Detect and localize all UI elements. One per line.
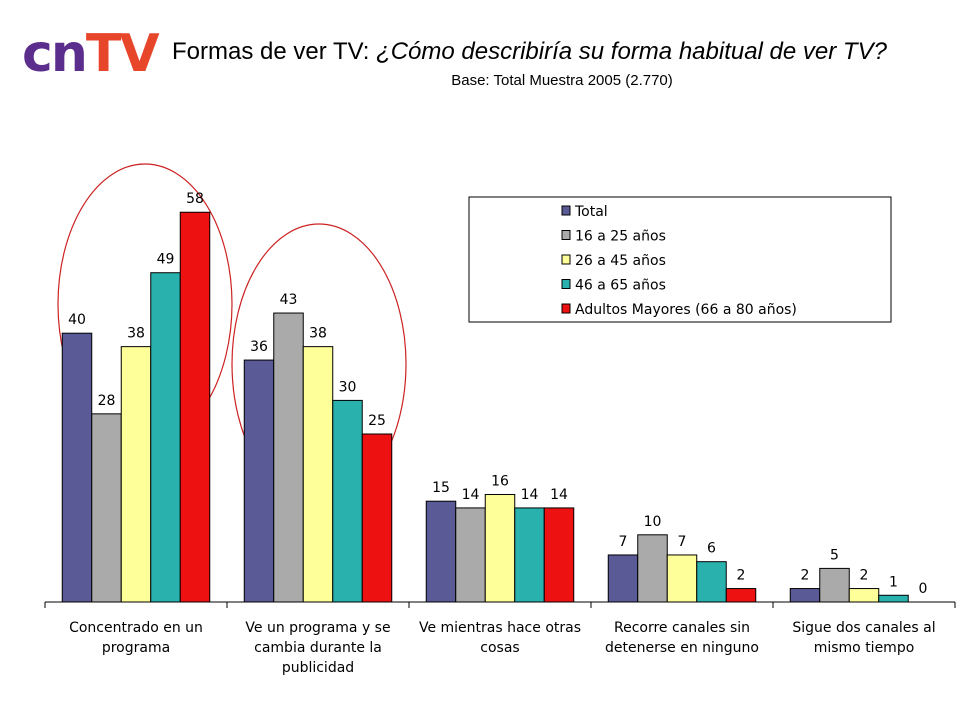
bar-26-a-45-a-os <box>484 493 516 603</box>
bar-16-a-25-a-os <box>819 567 850 603</box>
bar-adultos-mayores-66-a-80-a-os <box>179 211 211 603</box>
data-label: 43 <box>280 292 298 308</box>
data-label: 7 <box>619 534 628 550</box>
data-label: 14 <box>550 487 568 503</box>
bar-adultos-mayores-66-a-80-a-os <box>361 433 393 603</box>
bar-16-a-25-a-os <box>91 413 122 603</box>
data-label: 16 <box>491 473 509 489</box>
legend-swatch-16-a-25-a-os <box>561 230 571 240</box>
bar-16-a-25-a-os <box>455 507 486 603</box>
data-label: 15 <box>432 480 450 496</box>
bar-total <box>789 588 821 603</box>
bar-total <box>425 500 457 603</box>
bar-16-a-25-a-os <box>273 312 304 603</box>
category-tick-label-line: Sigue dos canales al <box>792 620 935 636</box>
bar-total <box>243 359 275 603</box>
data-label: 6 <box>707 541 716 557</box>
bar-46-a-65-a-os <box>514 507 545 603</box>
category-tick-label-line: mismo tiempo <box>814 640 915 656</box>
data-label: 0 <box>919 581 928 597</box>
cntv-logo: cnTV <box>22 28 160 80</box>
data-label: 25 <box>368 413 386 429</box>
bar-26-a-45-a-os <box>666 554 698 603</box>
data-label: 28 <box>98 393 116 409</box>
legend-label: 16 a 25 años <box>575 229 666 245</box>
category-tick-label-line: cosas <box>480 640 519 656</box>
bar-46-a-65-a-os <box>696 561 727 603</box>
legend-label: Total <box>574 204 608 220</box>
bar-adultos-mayores-66-a-80-a-os <box>543 507 575 603</box>
category-tick-label: Ve mientras hace otras cosas <box>419 620 581 656</box>
logo-cn: cn <box>22 24 88 84</box>
data-label: 49 <box>157 252 175 268</box>
data-label: 40 <box>68 312 86 328</box>
data-label: 7 <box>678 534 687 550</box>
legend-swatch-26-a-45-a-os <box>561 254 571 265</box>
chart-title-prefix: Formas de ver TV: <box>172 38 377 65</box>
bar-46-a-65-a-os <box>150 272 181 603</box>
legend-label: 46 a 65 años <box>575 278 666 294</box>
data-label: 1 <box>889 574 898 590</box>
category-tick-label: Recorre canales sin detenerse en ninguno <box>605 620 759 656</box>
data-label: 36 <box>250 339 268 355</box>
data-label: 10 <box>644 514 662 530</box>
legend-label: 26 a 45 años <box>575 253 666 269</box>
logo-tv: TV <box>85 24 160 84</box>
data-label: 14 <box>462 487 480 503</box>
data-label: 2 <box>860 568 869 584</box>
bar-total <box>607 554 639 603</box>
data-label: 2 <box>737 568 746 584</box>
data-label: 38 <box>309 326 327 342</box>
legend-box <box>468 196 892 323</box>
category-tick-label-line: publicidad <box>282 660 354 676</box>
category-tick-label-line: Ve un programa y se <box>245 620 390 636</box>
bar-46-a-65-a-os <box>878 594 909 603</box>
bar-16-a-25-a-os <box>637 534 668 603</box>
category-tick-label: Concentrado en un programa <box>69 620 203 656</box>
chart-subtitle: Base: Total Muestra 2005 (2.770) <box>451 72 673 89</box>
data-label: 5 <box>830 547 839 563</box>
legend-swatch-adultos-mayores-66-a-80-a-os <box>561 303 571 314</box>
data-label: 14 <box>521 487 539 503</box>
category-tick-label-line: programa <box>102 640 170 656</box>
chart-title: Formas de ver TV: ¿Cómo describiría su f… <box>172 38 952 66</box>
bar-26-a-45-a-os <box>302 346 334 603</box>
data-label: 30 <box>339 379 357 395</box>
category-tick-label-line: Concentrado en un <box>69 620 203 636</box>
legend-swatch-46-a-65-a-os <box>561 279 571 289</box>
bar-46-a-65-a-os <box>332 399 363 603</box>
category-tick-label-line: detenerse en ninguno <box>605 640 759 656</box>
category-tick-label-line: Ve mientras hace otras <box>419 620 581 636</box>
legend-swatch-total <box>561 205 571 216</box>
category-tick-label: Ve un programa y se cambia durante la publ… <box>245 620 390 676</box>
category-tick-label: Sigue dos canales al mismo tiempo <box>792 620 935 656</box>
legend-label: Adultos Mayores (66 a 80 años) <box>575 302 797 318</box>
bar-total <box>61 332 93 603</box>
category-tick-label-line: cambia durante la <box>254 640 382 656</box>
data-label: 38 <box>127 326 145 342</box>
category-tick-label-line: Recorre canales sin <box>614 620 750 636</box>
data-label: 58 <box>186 191 204 207</box>
chart-title-question: ¿Cómo describiría su forma habitual de v… <box>376 38 887 65</box>
bar-26-a-45-a-os <box>848 588 880 603</box>
bar-adultos-mayores-66-a-80-a-os <box>725 588 757 603</box>
data-label: 2 <box>801 568 810 584</box>
bar-26-a-45-a-os <box>120 346 152 603</box>
